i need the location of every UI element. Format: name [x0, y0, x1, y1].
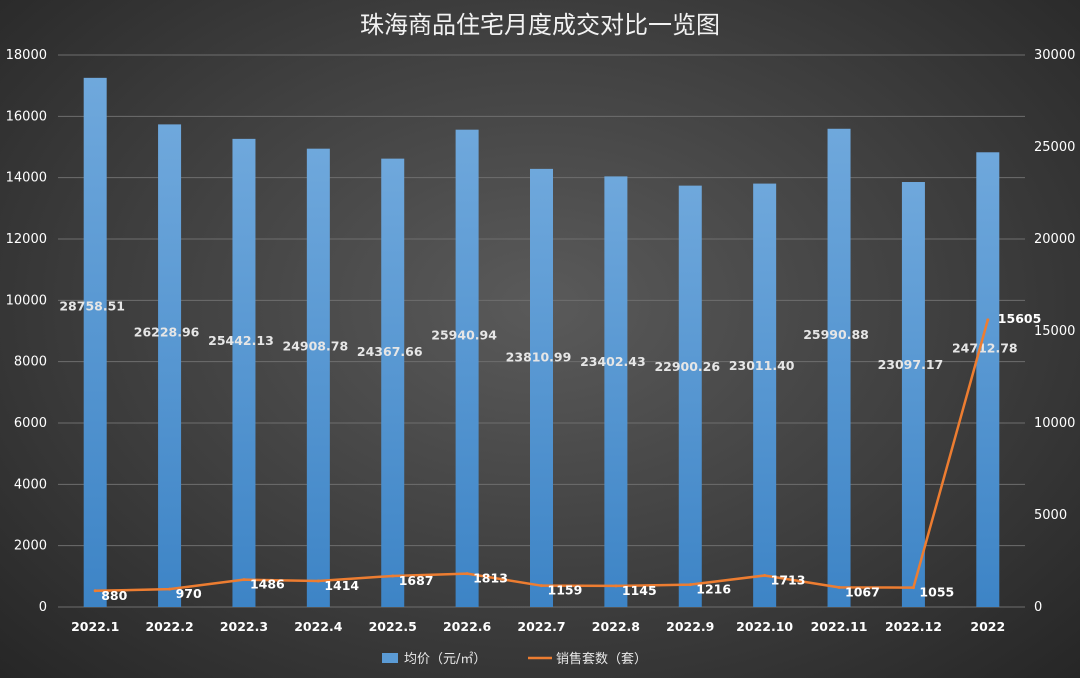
bar: [827, 128, 851, 607]
left-tick-label: 0: [39, 600, 47, 615]
line-data-label: 1145: [622, 583, 657, 598]
line-data-label: 1216: [696, 582, 731, 597]
line-data-label: 1414: [324, 578, 359, 593]
line-point: [688, 583, 692, 587]
line-point: [465, 572, 469, 576]
legend-bar-swatch: [382, 653, 398, 663]
x-tick-label: 2022.2: [145, 619, 193, 634]
right-axis: 0 5000 10000 15000 20000 25000 30000: [1034, 48, 1075, 615]
bar: [753, 183, 777, 607]
line-point: [391, 574, 395, 578]
left-tick-label: 16000: [6, 109, 47, 124]
bar-data-label: 24908.78: [283, 338, 349, 353]
x-tick-label: 2022.11: [811, 619, 868, 634]
x-tick-label: 2022.5: [369, 619, 417, 634]
x-tick-label: 2022.3: [220, 619, 268, 634]
bar-series: 28758.51 26228.96 25442.13 24908.78 24367.66…: [59, 77, 1018, 608]
right-tick-label: 10000: [1034, 416, 1075, 431]
bar: [306, 148, 330, 607]
line-data-label: 1713: [771, 572, 806, 587]
bar: [158, 124, 182, 607]
bar: [976, 152, 1000, 607]
bar-data-label: 28758.51: [59, 299, 125, 314]
right-tick-label: 5000: [1034, 508, 1067, 523]
x-tick-label: 2022.10: [736, 619, 793, 634]
left-axis: 0 2000 4000 6000 8000 10000 12000 14000 16000 180…: [6, 48, 47, 615]
x-tick-label: 2022.12: [885, 619, 942, 634]
bar: [530, 168, 553, 607]
line-point: [763, 573, 767, 577]
bar: [455, 129, 479, 607]
left-tick-label: 2000: [14, 539, 47, 554]
left-tick-label: 4000: [14, 477, 47, 492]
bar-data-label: 22900.26: [654, 359, 720, 374]
line-data-label: 880: [101, 588, 127, 603]
line-point: [242, 578, 246, 582]
left-tick-label: 18000: [6, 48, 47, 63]
line-data-label: 1687: [399, 573, 434, 588]
bar-data-label: 24367.66: [357, 344, 423, 359]
x-axis: 2022.1 2022.2 2022.3 2022.4 2022.5 2022.6 2022…: [71, 619, 1005, 634]
line-data-label: 15605: [998, 311, 1041, 326]
bar: [901, 182, 925, 607]
bar-data-label: 25442.13: [208, 333, 274, 348]
line-point: [837, 585, 841, 589]
line-point: [168, 587, 172, 591]
bar: [604, 176, 628, 607]
x-tick-label: 2022.6: [443, 619, 492, 634]
right-tick-label: 30000: [1034, 48, 1075, 63]
line-point: [540, 584, 543, 588]
line-point: [93, 589, 97, 593]
bar-data-label: 23011.40: [729, 358, 795, 373]
line-series: 880 970 1486 1414 1687 1813 1159 1145 1216 1713 10…: [93, 311, 1041, 603]
right-tick-label: 0: [1034, 600, 1042, 615]
line-data-label: 1486: [250, 577, 285, 592]
bar: [83, 77, 107, 608]
x-tick-label: 2022.1: [71, 619, 119, 634]
legend-line-label: 销售套数（套）: [556, 651, 647, 667]
left-tick-label: 6000: [14, 416, 47, 431]
right-tick-label: 20000: [1034, 232, 1075, 247]
right-tick-label: 25000: [1034, 140, 1075, 155]
x-tick-label: 2022.8: [592, 619, 640, 634]
x-tick-label: 2022.7: [517, 619, 565, 634]
line-data-label: 1055: [919, 585, 954, 600]
bar-data-label: 24712.78: [952, 340, 1018, 355]
x-tick-label: 2022.4: [294, 619, 343, 634]
bar: [232, 138, 256, 607]
bar-data-label: 26228.96: [134, 325, 200, 340]
x-tick-label: 2022.9: [666, 619, 714, 634]
bar-data-label: 25990.88: [803, 327, 869, 342]
left-tick-label: 14000: [6, 171, 47, 186]
line-data-label: 1159: [548, 583, 583, 598]
left-tick-label: 10000: [6, 293, 47, 308]
x-tick-label: 2022: [970, 619, 1005, 634]
legend: 均价（元/㎡） 销售套数（套）: [382, 651, 647, 667]
legend-bar-label: 均价（元/㎡）: [404, 652, 486, 667]
line-point: [911, 586, 915, 590]
line-point: [986, 318, 990, 322]
bar-data-label: 23810.99: [506, 350, 572, 365]
line-point: [316, 579, 320, 583]
line-data-label: 970: [176, 586, 202, 601]
line-point: [614, 584, 618, 588]
bar: [678, 185, 702, 607]
left-tick-label: 8000: [14, 355, 47, 370]
left-tick-label: 12000: [6, 232, 47, 247]
chart-title: 珠海商品住宅月度成交对比一览图: [360, 11, 720, 39]
line-data-label: 1067: [845, 584, 880, 599]
bar-data-label: 23097.17: [878, 357, 944, 372]
line-data-label: 1813: [473, 571, 508, 586]
bar-data-label: 23402.43: [580, 354, 646, 369]
bar: [381, 158, 405, 607]
right-tick-label: 15000: [1034, 324, 1075, 339]
bar-data-label: 25940.94: [431, 328, 497, 343]
